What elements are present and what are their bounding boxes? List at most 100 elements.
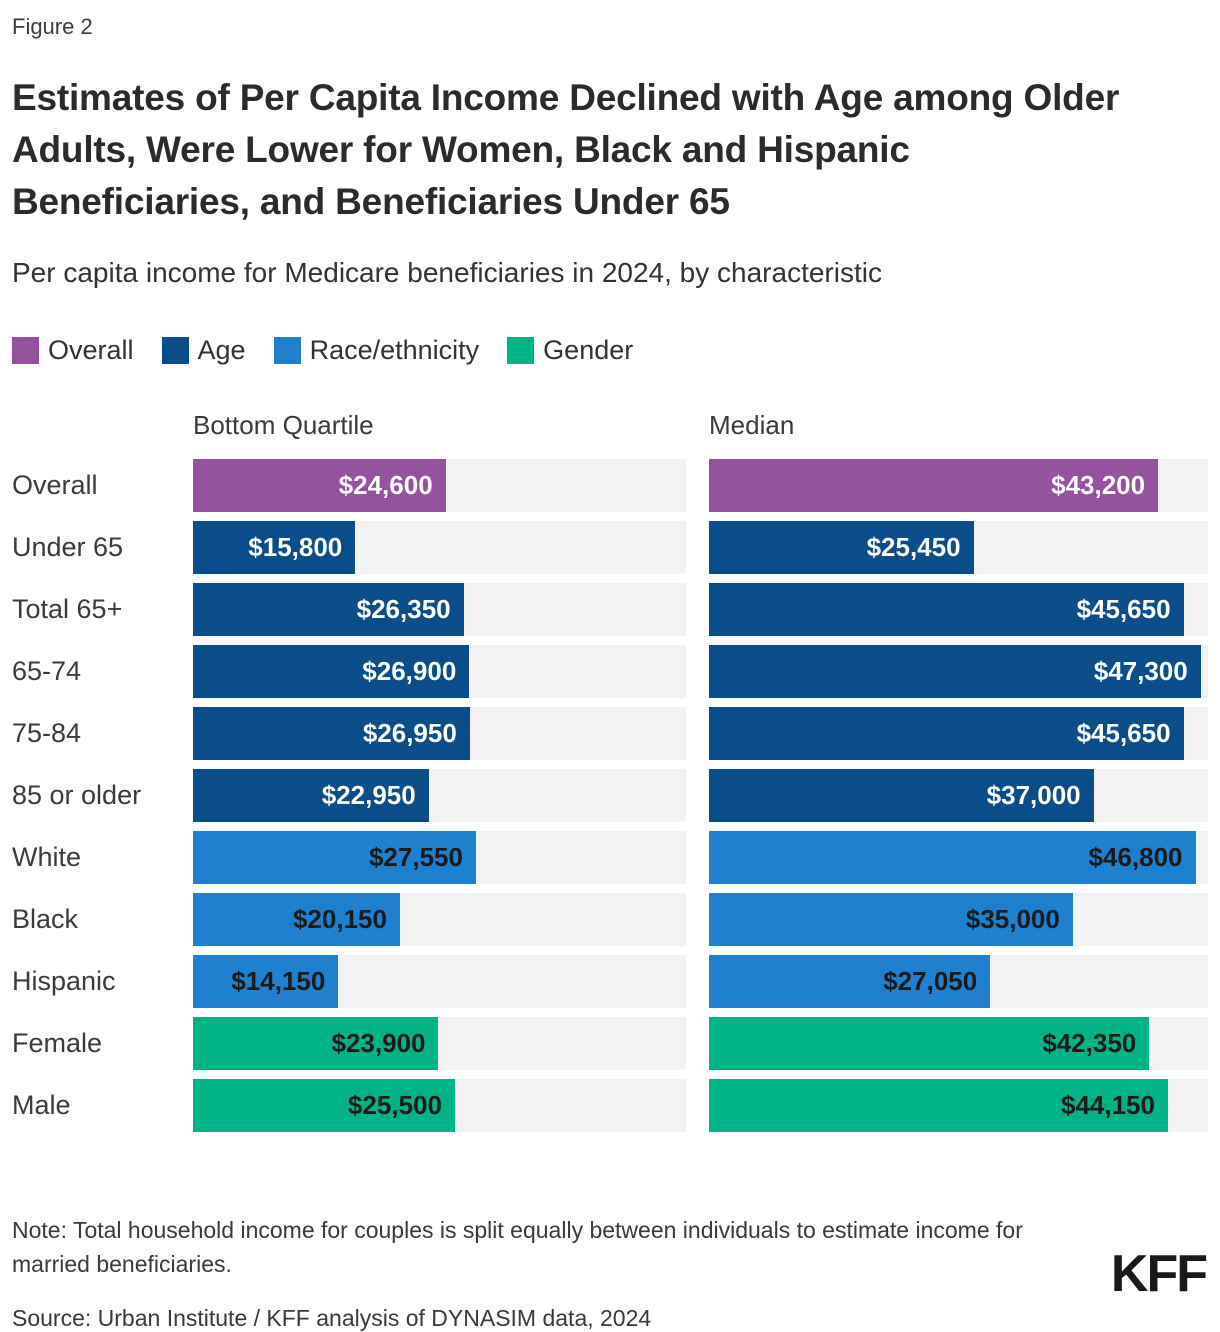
- chart-row-overall: Overall $24,600 $43,200: [12, 459, 1208, 513]
- legend-label: Age: [197, 335, 246, 366]
- bottom-quartile-bar-65-74: $26,900: [193, 645, 470, 699]
- bottom-quartile-track-75-84: $26,950: [193, 707, 686, 761]
- bar-value-label: $24,600: [338, 470, 433, 501]
- chart-row-total-65: Total 65+ $26,350 $45,650: [12, 583, 1208, 637]
- bottom-quartile-track-black: $20,150: [193, 893, 686, 947]
- chart-title: Estimates of Per Capita Income Declined …: [12, 77, 1120, 222]
- row-label-85-or-older: 85 or older: [12, 780, 142, 811]
- bar-value-label: $25,450: [866, 532, 961, 563]
- bottom-quartile-track-female: $23,900: [193, 1017, 686, 1071]
- row-label-total-65: Total 65+: [12, 594, 123, 625]
- chart-row-75-84: 75-84 $26,950 $45,650: [12, 707, 1208, 761]
- chart-row-65-74: 65-74 $26,900 $47,300: [12, 645, 1208, 699]
- median-track-female: $42,350: [709, 1017, 1208, 1071]
- bar-value-label: $47,300: [1093, 656, 1188, 687]
- bar-value-label: $42,350: [1042, 1028, 1137, 1059]
- bar-value-label: $37,000: [986, 780, 1081, 811]
- bottom-quartile-bar-female: $23,900: [193, 1017, 439, 1071]
- bar-value-label: $26,900: [362, 656, 457, 687]
- median-bar-white: $46,800: [709, 831, 1196, 885]
- median-bar-65-74: $47,300: [709, 645, 1201, 699]
- median-track-white: $46,800: [709, 831, 1208, 885]
- legend: Overall Age Race/ethnicity Gender: [12, 335, 1208, 366]
- bar-value-label: $35,000: [965, 904, 1060, 935]
- bottom-quartile-track-hispanic: $14,150: [193, 955, 686, 1009]
- bottom-quartile-track-85-or-older: $22,950: [193, 769, 686, 823]
- chart-row-white: White $27,550 $46,800: [12, 831, 1208, 885]
- bottom-quartile-bar-overall: $24,600: [193, 459, 446, 513]
- row-label-overall: Overall: [12, 470, 98, 501]
- kff-logo: KFF: [1110, 1245, 1208, 1303]
- bottom-quartile-track-overall: $24,600: [193, 459, 686, 513]
- median-bar-under-65: $25,450: [709, 521, 974, 575]
- row-label-65-74: 65-74: [12, 656, 82, 687]
- bottom-quartile-bar-hispanic: $14,150: [193, 955, 339, 1009]
- legend-item-race-ethnicity: Race/ethnicity: [273, 335, 480, 366]
- median-track-75-84: $45,650: [709, 707, 1208, 761]
- legend-label: Race/ethnicity: [309, 335, 480, 366]
- legend-swatch-gender: [507, 337, 535, 365]
- column-header-bottom-quartile: Bottom Quartile: [193, 410, 374, 441]
- chart-row-85-or-older: 85 or older $22,950 $37,000: [12, 769, 1208, 823]
- bar-value-label: $26,950: [362, 718, 457, 749]
- bar-value-label: $45,650: [1076, 594, 1171, 625]
- bottom-quartile-track-total-65: $26,350: [193, 583, 686, 637]
- median-track-male: $44,150: [709, 1079, 1208, 1133]
- column-gap: [686, 410, 709, 441]
- median-bar-female: $42,350: [709, 1017, 1150, 1071]
- chart-row-male: Male $25,500 $44,150: [12, 1079, 1208, 1133]
- bar-value-label: $23,900: [331, 1028, 426, 1059]
- median-bar-hispanic: $27,050: [709, 955, 991, 1009]
- legend-swatch-overall: [12, 337, 39, 365]
- legend-swatch-race-ethnicity: [273, 337, 301, 365]
- row-label-male: Male: [12, 1090, 71, 1121]
- chart-row-female: Female $23,900 $42,350: [12, 1017, 1208, 1071]
- source-text: Source: Urban Institute / KFF analysis o…: [12, 1305, 652, 1332]
- bar-value-label: $45,650: [1076, 718, 1171, 749]
- bar-value-label: $15,800: [248, 532, 343, 563]
- bar-value-label: $46,800: [1088, 842, 1183, 873]
- row-label-75-84: 75-84: [12, 718, 82, 749]
- legend-label: Gender: [543, 335, 634, 366]
- note-text: Note: Total household income for couples…: [12, 1217, 1023, 1277]
- median-bar-75-84: $45,650: [709, 707, 1184, 761]
- bar-value-label: $27,050: [883, 966, 978, 997]
- figure-label: Figure 2: [12, 14, 93, 39]
- bar-value-label: $26,350: [356, 594, 451, 625]
- bar-value-label: $14,150: [231, 966, 326, 997]
- legend-label: Overall: [48, 335, 134, 366]
- bottom-quartile-bar-white: $27,550: [193, 831, 476, 885]
- bottom-quartile-bar-85-or-older: $22,950: [193, 769, 429, 823]
- bottom-quartile-bar-under-65: $15,800: [193, 521, 356, 575]
- legend-item-gender: Gender: [507, 335, 633, 366]
- bottom-quartile-track-white: $27,550: [193, 831, 686, 885]
- row-label-hispanic: Hispanic: [12, 966, 116, 997]
- footer: Note: Total household income for couples…: [12, 1214, 1208, 1332]
- bar-value-label: $44,150: [1060, 1090, 1155, 1121]
- column-header-median: Median: [709, 410, 795, 441]
- bar-value-label: $22,950: [321, 780, 416, 811]
- median-track-total-65: $45,650: [709, 583, 1208, 637]
- median-track-overall: $43,200: [709, 459, 1208, 513]
- median-bar-male: $44,150: [709, 1079, 1168, 1133]
- chart-row-black: Black $20,150 $35,000: [12, 893, 1208, 947]
- median-bar-black: $35,000: [709, 893, 1073, 947]
- column-headers: Bottom Quartile Median: [12, 410, 1208, 441]
- bottom-quartile-track-male: $25,500: [193, 1079, 686, 1133]
- chart-row-under-65: Under 65 $15,800 $25,450: [12, 521, 1208, 575]
- chart-subtitle: Per capita income for Medicare beneficia…: [12, 257, 882, 289]
- median-track-85-or-older: $37,000: [709, 769, 1208, 823]
- bottom-quartile-bar-total-65: $26,350: [193, 583, 464, 637]
- median-bar-overall: $43,200: [709, 459, 1159, 513]
- bottom-quartile-track-under-65: $15,800: [193, 521, 686, 575]
- row-label-under-65: Under 65: [12, 532, 124, 563]
- legend-item-age: Age: [161, 335, 246, 366]
- median-bar-total-65: $45,650: [709, 583, 1184, 637]
- median-track-black: $35,000: [709, 893, 1208, 947]
- legend-item-overall: Overall: [12, 335, 134, 366]
- legend-swatch-age: [161, 337, 189, 365]
- bar-chart: Overall $24,600 $43,200 Under 65 $15,800 $25,…: [12, 459, 1208, 1133]
- bottom-quartile-track-65-74: $26,900: [193, 645, 686, 699]
- chart-row-hispanic: Hispanic $14,150 $27,050: [12, 955, 1208, 1009]
